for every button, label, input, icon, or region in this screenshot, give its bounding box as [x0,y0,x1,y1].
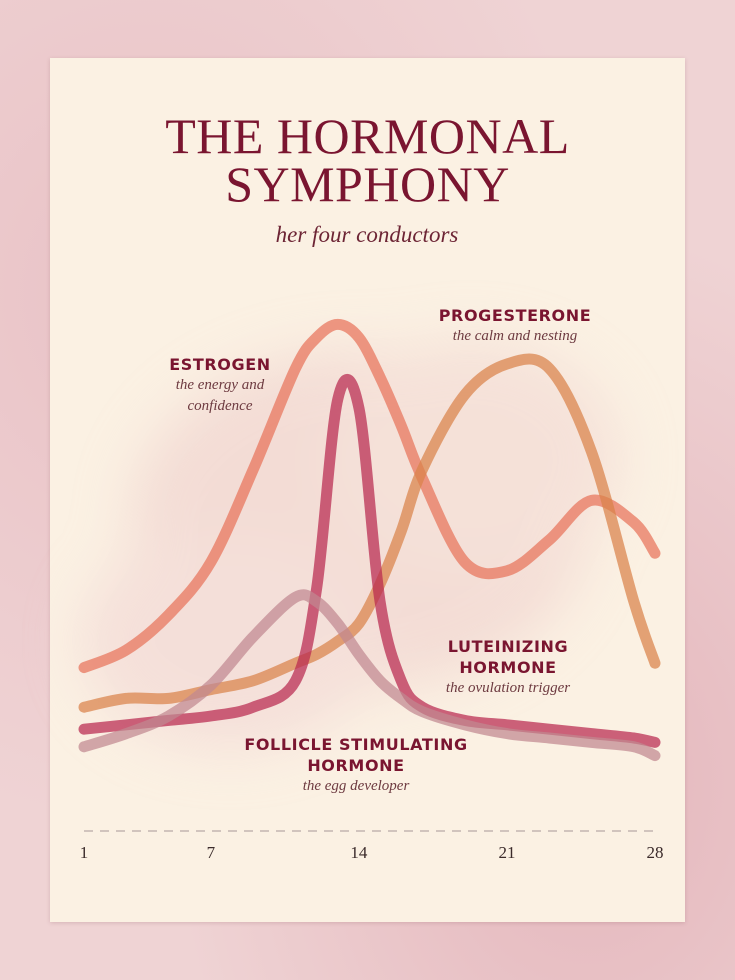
series-label: PROGESTERONE the calm and nesting [405,305,625,347]
hormone-curve [78,589,661,762]
hormone-curve [78,373,661,748]
chart-title: THE HORMONAL SYMPHONY [165,108,570,212]
x-tick-label: 14 [350,843,368,862]
watercolor-wash [80,340,620,750]
x-tick-label: 7 [207,843,216,862]
series-label: ESTROGEN the energy and confidence [150,354,290,417]
x-tick-label: 28 [647,843,664,862]
chart-subtitle: her four conductors [275,222,459,247]
series-description: the calm and nesting [452,328,578,344]
series-description: the ovulation trigger [445,680,571,696]
series-name: FOLLICLE STIMULATING HORMONE [244,735,468,775]
hormone-curve [78,318,661,674]
series-label: LUTEINIZING HORMONE the ovulation trigge… [428,636,588,699]
series-name: LUTEINIZING HORMONE [447,637,569,677]
x-tick-label: 21 [498,843,515,862]
series-label: FOLLICLE STIMULATING HORMONE the egg dev… [236,734,476,797]
series-name: PROGESTERONE [438,306,592,325]
x-tick-label: 1 [80,843,89,862]
series-name: ESTROGEN [169,355,271,374]
series-description: the egg developer [302,778,410,794]
series-description: the energy and confidence [175,377,265,414]
